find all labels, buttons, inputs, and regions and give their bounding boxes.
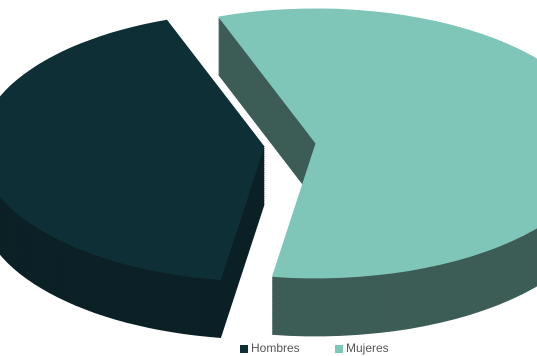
pie-slice (218, 8, 537, 337)
legend-label: Mujeres (346, 341, 389, 355)
legend-swatch (335, 345, 343, 353)
pie-slice (0, 19, 265, 338)
slice-top (218, 8, 537, 279)
legend-swatch (240, 345, 248, 353)
slice-top (0, 19, 265, 280)
legend-label: Hombres (251, 341, 300, 355)
